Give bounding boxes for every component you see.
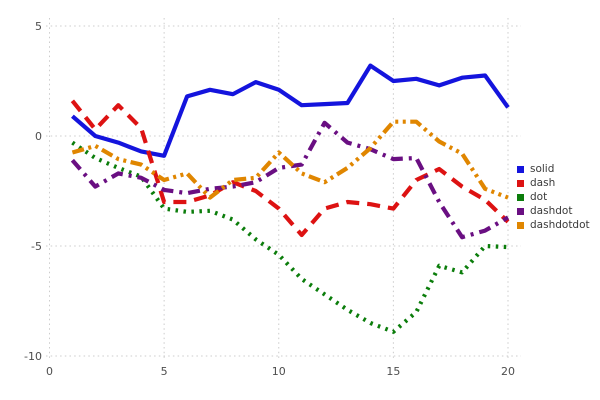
series-line-solid bbox=[71, 63, 510, 158]
x-axis-tick-label: 20 bbox=[501, 365, 515, 378]
y-axis-tick-label: -5 bbox=[31, 240, 42, 253]
series-line-dashdot bbox=[70, 120, 510, 240]
series-line-dashdotdot bbox=[71, 119, 509, 200]
gridlines bbox=[46, 18, 521, 361]
series-lines bbox=[70, 63, 510, 334]
legend-label-solid: solid bbox=[530, 163, 555, 175]
legend: solid dash dot dashdot dashdotdot bbox=[517, 162, 590, 232]
x-axis-tick-label: 15 bbox=[386, 365, 400, 378]
y-axis-tick-label: 0 bbox=[35, 130, 42, 143]
legend-item-dashdot: dashdot bbox=[517, 204, 590, 218]
legend-swatch-dashdot bbox=[517, 207, 524, 215]
legend-item-dash: dash bbox=[517, 176, 590, 190]
legend-label-dashdotdot: dashdotdot bbox=[530, 219, 590, 231]
x-axis-tick-label: 10 bbox=[272, 365, 286, 378]
legend-item-dot: dot bbox=[517, 190, 590, 204]
legend-label-dot: dot bbox=[530, 191, 548, 203]
legend-label-dash: dash bbox=[530, 177, 556, 189]
series-line-dot bbox=[71, 140, 509, 334]
legend-swatch-dash bbox=[517, 179, 524, 187]
legend-swatch-dot bbox=[517, 193, 524, 201]
legend-swatch-dashdotdot bbox=[517, 221, 524, 229]
legend-item-dashdotdot: dashdotdot bbox=[517, 218, 590, 232]
x-axis-tick-label: 5 bbox=[161, 365, 168, 378]
y-axis-tick-label: 5 bbox=[35, 20, 42, 33]
x-axis-tick-label: 0 bbox=[46, 365, 53, 378]
legend-label-dashdot: dashdot bbox=[530, 205, 573, 217]
y-axis-tick-label: -10 bbox=[24, 350, 42, 363]
legend-swatch-solid bbox=[517, 165, 524, 173]
legend-item-solid: solid bbox=[517, 162, 590, 176]
axis-tick-labels: 0 5 10 15 20 5 0 -5 -10 bbox=[24, 20, 515, 378]
series-line-dash bbox=[70, 99, 510, 238]
